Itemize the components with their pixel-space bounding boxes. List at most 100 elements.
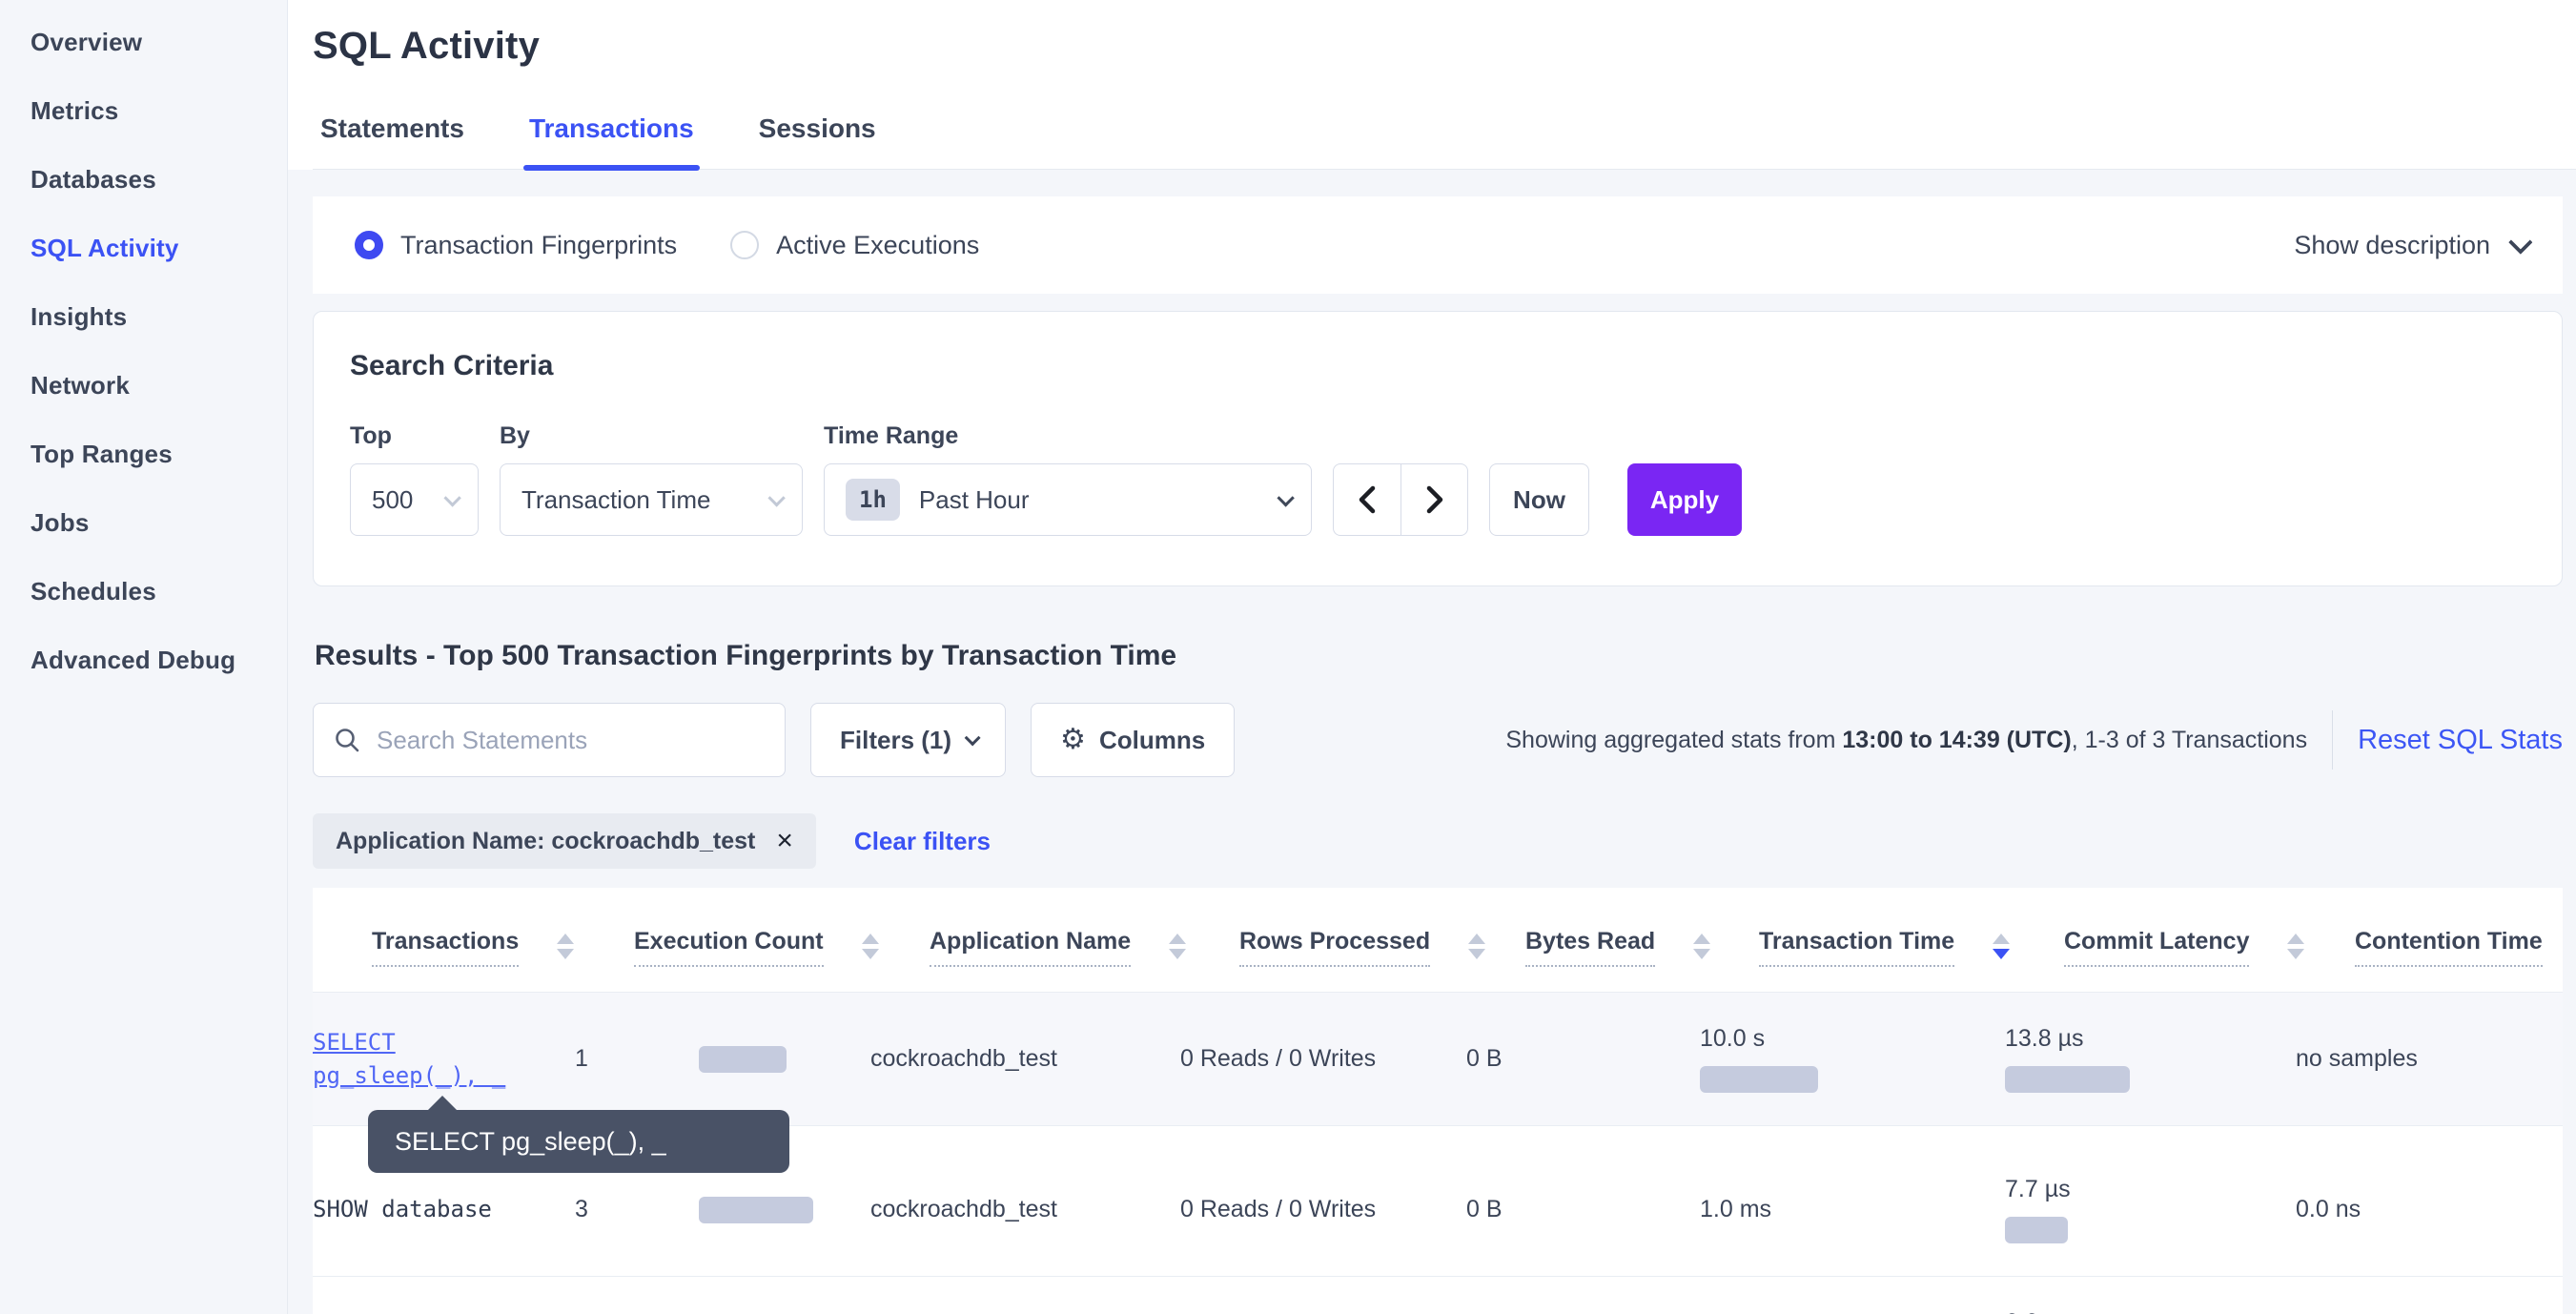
radio-label: Transaction Fingerprints xyxy=(400,230,678,259)
time-range-field: Time Range 1h Past Hour xyxy=(824,422,1312,536)
execution-count-cell: 3 xyxy=(575,1196,870,1223)
clear-filters-link[interactable]: Clear filters xyxy=(853,826,991,855)
rows-processed-cell: 0 Reads / 0 Writes xyxy=(1180,1196,1377,1222)
transaction-time-cell: 10.0 s xyxy=(1700,1025,2005,1093)
radio-selected-icon xyxy=(355,231,383,259)
time-range-value: Past Hour xyxy=(918,484,1030,514)
commit-latency-cell: 13.8 µs xyxy=(2005,1025,2296,1093)
execution-count-cell: 1 xyxy=(575,1045,870,1073)
transaction-fingerprint-link[interactable]: SHOW database xyxy=(313,1196,492,1223)
radio-label: Active Executions xyxy=(776,230,980,259)
rows-processed-cell: 0 Reads / 0 Writes xyxy=(1180,1045,1377,1072)
sort-icon[interactable] xyxy=(2287,934,2305,959)
sql-tooltip: SELECT pg_sleep(_), _ xyxy=(368,1096,789,1173)
tab-bar: Statements Transactions Sessions xyxy=(313,113,2576,171)
table-header-row: Transactions Execution Count Application… xyxy=(313,888,2563,992)
chevron-down-icon xyxy=(1277,488,1295,507)
show-description-label: Show description xyxy=(2294,230,2490,259)
content-area: Transaction Fingerprints Active Executio… xyxy=(288,170,2576,1314)
criteria-row: Top 500 By Transaction Time Time Range xyxy=(350,422,2524,536)
search-box xyxy=(313,703,786,777)
contention-time-cell: 0.0 ns xyxy=(2296,1196,2361,1222)
sidebar-item-network[interactable]: Network xyxy=(31,370,130,400)
sidebar-item-advanced-debug[interactable]: Advanced Debug xyxy=(31,645,236,674)
sidebar-item-schedules[interactable]: Schedules xyxy=(31,576,156,606)
sidebar-item-sql-activity[interactable]: SQL Activity xyxy=(31,233,179,262)
remove-filter-icon[interactable]: × xyxy=(776,825,793,856)
column-header-rows-processed: Rows Processed xyxy=(1239,928,1525,967)
chevron-down-icon xyxy=(767,488,786,507)
time-range-select[interactable]: 1h Past Hour xyxy=(824,463,1312,536)
chevron-down-icon xyxy=(443,488,461,507)
application-name-cell: cockroachdb_test xyxy=(870,1045,1057,1072)
sidebar-item-insights[interactable]: Insights xyxy=(31,301,128,331)
by-field: By Transaction Time xyxy=(500,422,803,536)
sql-tooltip-text: SELECT pg_sleep(_), _ xyxy=(395,1126,666,1156)
results-controls: Filters (1) ⚙ Columns Showing aggregated… xyxy=(313,703,2563,777)
top-label: Top xyxy=(350,422,392,449)
search-criteria-card: Search Criteria Top 500 By Transaction T… xyxy=(313,311,2563,586)
time-next-button[interactable] xyxy=(1400,464,1467,535)
sidebar-item-jobs[interactable]: Jobs xyxy=(31,507,90,537)
time-range-label: Time Range xyxy=(824,422,959,449)
transaction-time-bar xyxy=(1700,1066,1818,1093)
now-button[interactable]: Now xyxy=(1489,463,1589,536)
commit-latency-cell: 6.6 µs xyxy=(2005,1309,2296,1314)
sort-icon[interactable] xyxy=(557,934,575,959)
main-content: SQL Activity Statements Transactions Ses… xyxy=(288,0,2576,1314)
commit-latency-cell: 7.7 µs xyxy=(2005,1176,2296,1243)
search-criteria-title: Search Criteria xyxy=(350,350,554,381)
sort-icon[interactable] xyxy=(861,934,879,959)
transaction-cell: SHOW application_name xyxy=(313,1310,575,1314)
column-header-bytes-read: Bytes Read xyxy=(1525,928,1759,967)
showing-stats-text: Showing aggregated stats from 13:00 to 1… xyxy=(1505,726,2308,753)
reset-sql-stats-link[interactable]: Reset SQL Stats xyxy=(2358,724,2563,755)
search-icon xyxy=(336,729,359,752)
commit-latency-bar xyxy=(2005,1066,2130,1093)
apply-button[interactable]: Apply xyxy=(1627,463,1742,536)
column-header-transactions: Transactions xyxy=(372,928,634,967)
chevron-down-icon xyxy=(2508,230,2533,255)
by-select[interactable]: Transaction Time xyxy=(500,463,803,536)
column-header-transaction-time: Transaction Time xyxy=(1759,928,2064,967)
transaction-fingerprint-link[interactable]: SELECT pg_sleep(_), _ xyxy=(313,1028,506,1089)
show-description-toggle[interactable]: Show description xyxy=(2294,230,2533,260)
columns-label: Columns xyxy=(1098,725,1206,754)
time-prev-button[interactable] xyxy=(1334,464,1400,535)
view-toggle-strip: Transaction Fingerprints Active Executio… xyxy=(313,196,2563,294)
sidebar-item-top-ranges[interactable]: Top Ranges xyxy=(31,439,173,468)
commit-latency-bar xyxy=(2005,1217,2068,1243)
by-label: By xyxy=(500,422,530,449)
time-nav-group xyxy=(1333,463,1468,536)
applied-filters-row: Application Name: cockroachdb_test × Cle… xyxy=(313,813,2563,869)
execution-count-bar xyxy=(699,1045,787,1073)
top-value: 500 xyxy=(372,484,414,514)
sort-icon[interactable] xyxy=(1468,934,1486,959)
sidebar-item-metrics[interactable]: Metrics xyxy=(31,95,119,125)
top-select[interactable]: 500 xyxy=(350,463,479,536)
transaction-time-cell: 1.0 ms xyxy=(1700,1196,1772,1222)
columns-button[interactable]: ⚙ Columns xyxy=(1031,703,1236,777)
tab-sessions[interactable]: Sessions xyxy=(758,113,876,143)
execution-count-bar xyxy=(699,1196,813,1223)
showing-stats: Showing aggregated stats from 13:00 to 1… xyxy=(1505,710,2563,770)
radio-transaction-fingerprints[interactable]: Transaction Fingerprints xyxy=(355,231,677,260)
sort-icon[interactable] xyxy=(1693,934,1711,959)
page-title: SQL Activity xyxy=(313,25,541,67)
time-range-badge: 1h xyxy=(846,479,900,521)
tab-transactions[interactable]: Transactions xyxy=(522,113,700,171)
filters-button[interactable]: Filters (1) xyxy=(810,703,1007,777)
column-header-contention-time: Contention Time xyxy=(2355,928,2563,967)
bytes-read-cell: 0 B xyxy=(1466,1196,1503,1222)
radio-active-executions[interactable]: Active Executions xyxy=(730,231,979,260)
sidebar-item-overview[interactable]: Overview xyxy=(31,27,143,56)
transaction-fingerprint-link[interactable]: SHOW application_name xyxy=(313,1313,533,1314)
sidebar-item-databases[interactable]: Databases xyxy=(31,164,156,194)
transaction-cell: SELECT pg_sleep(_), _ xyxy=(313,1026,575,1093)
table-row: SELECT pg_sleep(_), _ 1 cockroachdb_test… xyxy=(313,992,2563,1173)
chevron-left-icon xyxy=(1359,485,1376,514)
search-input[interactable] xyxy=(377,725,766,755)
sort-desc-icon[interactable] xyxy=(1993,934,2011,959)
sort-icon[interactable] xyxy=(1169,934,1187,959)
tab-statements[interactable]: Statements xyxy=(320,113,464,143)
